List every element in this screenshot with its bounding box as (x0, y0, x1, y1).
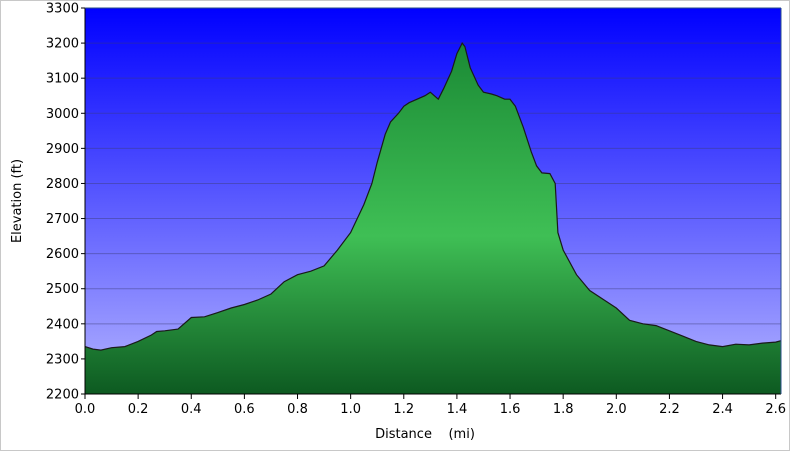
y-tick-label: 2600 (46, 247, 79, 262)
x-tick-label: 1.2 (393, 402, 414, 417)
y-tick-label: 3000 (46, 107, 79, 122)
y-tick-label: 2500 (46, 282, 79, 297)
elevation-line (84, 41, 782, 351)
x-tick-label: 2.0 (606, 402, 627, 417)
x-tick-labels: 0.0 0.2 0.4 0.6 0.8 1.0 1.2 1.4 1.6 1.8 2.0 2.2 2.4 2… (75, 402, 786, 417)
x-tick-label: 2.6 (765, 402, 786, 417)
x-tick-label: 2.2 (659, 402, 680, 417)
elevation-area (85, 43, 781, 394)
x-tick-label: 1.6 (500, 402, 521, 417)
x-axis-title: Distance (mi) (375, 427, 475, 442)
x-tick-label: 1.4 (447, 402, 468, 417)
x-tick-label: 1.8 (553, 402, 574, 417)
x-tick-label: 0.0 (75, 402, 96, 417)
x-tick-label: 0.4 (181, 402, 202, 417)
y-tick-label: 2800 (46, 177, 79, 192)
y-tick-label: 3100 (46, 72, 79, 87)
y-axis-title: Elevation (ft) (10, 159, 25, 243)
x-tick-label: 0.6 (234, 402, 255, 417)
y-tick-label: 3200 (46, 37, 79, 52)
x-tick-label: 0.8 (287, 402, 308, 417)
y-tick-labels: 2200 2300 2400 2500 2600 2700 2800 2900 3000 3100… (46, 2, 79, 403)
y-tick-label: 2400 (46, 317, 79, 332)
x-tick-label: 0.2 (128, 402, 149, 417)
y-tick-label: 2300 (46, 352, 79, 367)
x-tick-label: 2.4 (712, 402, 733, 417)
axes (84, 7, 782, 395)
y-tick-label: 2700 (46, 212, 79, 227)
y-tick-label: 2900 (46, 142, 79, 157)
x-tick-label: 1.0 (340, 402, 361, 417)
y-tick-label: 2200 (46, 388, 79, 403)
y-tick-label: 3300 (46, 2, 79, 17)
